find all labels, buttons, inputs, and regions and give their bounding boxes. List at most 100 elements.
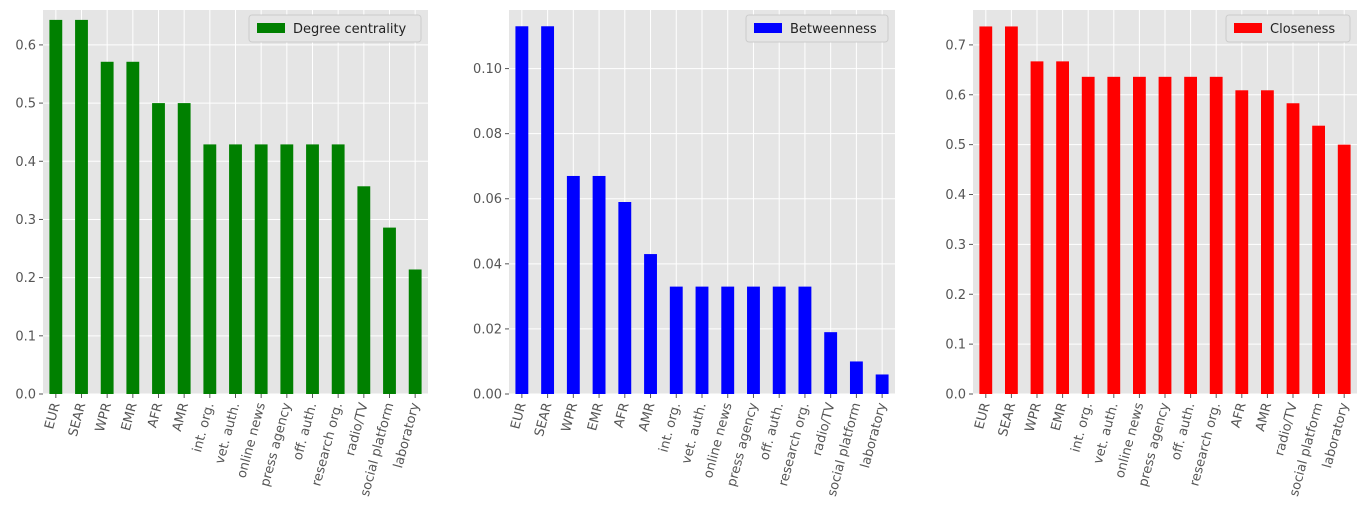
x-tick-label: laboratory [1320, 401, 1352, 470]
y-tick-label: 0.5 [945, 138, 966, 153]
bar [1056, 61, 1069, 394]
y-tick-label: 0.6 [945, 88, 966, 103]
x-tick-label: vet. auth. [1091, 401, 1122, 465]
x-tick-label: SEAR [66, 401, 89, 438]
y-tick-label: 0.1 [945, 338, 966, 353]
bar [515, 26, 529, 395]
bar [254, 144, 268, 394]
bar [1337, 144, 1351, 394]
y-tick-label: 0.02 [473, 322, 502, 337]
x-tick-label: EMR [585, 401, 607, 432]
bar [177, 103, 191, 394]
bar [280, 144, 294, 394]
x-tick-label: EUR [508, 401, 529, 431]
bar [100, 61, 114, 394]
legend-label: Degree centrality [293, 22, 407, 37]
bar [875, 374, 889, 394]
y-tick-label: 0.0 [945, 388, 966, 403]
bar [747, 286, 760, 394]
legend-box [248, 14, 422, 43]
bar [798, 286, 812, 394]
bar [772, 286, 786, 394]
x-tick-label: off. auth. [757, 401, 787, 462]
legend: Degree centrality [248, 14, 422, 43]
bar [592, 175, 606, 394]
bar [541, 26, 555, 395]
x-tick-label: radio/TV [1272, 401, 1301, 457]
bar [126, 61, 140, 394]
x-tick-label: AFR [612, 401, 633, 429]
y-tick-label: 0.4 [945, 188, 966, 203]
x-tick-label: AMR [1253, 401, 1275, 433]
x-tick-label: SEAR [532, 401, 555, 438]
bar [408, 269, 422, 394]
x-tick-label: WPR [1023, 401, 1045, 434]
x-tick-label: EUR [42, 401, 63, 431]
bar [669, 286, 683, 394]
bar [1107, 76, 1121, 394]
legend: Closeness [1225, 14, 1351, 43]
legend-swatch [754, 23, 782, 33]
legend-label: Closeness [1270, 22, 1335, 37]
x-tick-label: off. auth. [1169, 401, 1199, 462]
y-tick-label: 0.5 [15, 97, 36, 112]
legend-label: Betweenness [790, 22, 877, 37]
x-tick-label: vet. auth. [213, 401, 244, 465]
x-tick-label: AFR [145, 401, 166, 429]
bar [1158, 76, 1172, 394]
chart-panel-1: 0.0 0.1 0.2 0.3 0.4 0.5 0.6 EUR SEAR WPR EMR AFR AMR… [15, 10, 428, 498]
bar [1184, 76, 1197, 394]
bar [1312, 125, 1325, 394]
bar [49, 19, 63, 395]
x-tick-label: vet. auth. [679, 401, 710, 465]
bar [1081, 76, 1095, 394]
bar [979, 26, 993, 394]
y-tick-label: 0.2 [15, 271, 36, 286]
x-tick-label: AMR [636, 401, 658, 433]
chart-panel-2: 0.00 0.02 0.04 0.06 0.08 0.10 EUR SEAR WPR EMR AFR… [473, 10, 895, 498]
bar [383, 227, 396, 394]
bar [824, 332, 838, 394]
bar [721, 286, 735, 394]
y-tick-label: 0.08 [473, 127, 502, 142]
legend: Betweenness [745, 14, 889, 43]
bar [566, 175, 580, 394]
x-tick-label: EMR [1049, 401, 1071, 432]
legend-swatch [257, 23, 285, 33]
legend-box [1225, 14, 1351, 43]
x-tick-label: EMR [119, 401, 141, 432]
x-tick-label: laboratory [858, 401, 890, 470]
x-tick-label: int. org. [657, 401, 685, 454]
bar [1030, 61, 1044, 394]
bar [1286, 103, 1300, 394]
x-tick-label: AMR [170, 401, 192, 433]
bar [306, 144, 319, 394]
x-tick-label: off. auth. [291, 401, 321, 462]
y-tick-label: 0.3 [15, 213, 36, 228]
y-tick-label: 0.04 [473, 257, 502, 272]
bar [203, 144, 217, 394]
x-tick-label: SEAR [996, 401, 1019, 438]
bar [1133, 76, 1146, 394]
x-tick-label: WPR [93, 401, 115, 434]
bar [152, 103, 165, 394]
bar [357, 186, 371, 394]
y-tick-label: 0.06 [473, 192, 502, 207]
y-tick-label: 0.10 [473, 62, 502, 77]
bar [331, 144, 345, 394]
bar [1261, 90, 1274, 395]
chart-panel-3: 0.0 0.1 0.2 0.3 0.4 0.5 0.6 0.7 EUR SEAR WPR EMRint… [945, 10, 1357, 498]
bar [1005, 26, 1018, 394]
x-tick-label: WPR [559, 401, 581, 434]
x-tick-label: laboratory [391, 401, 423, 470]
y-tick-label: 0.00 [473, 388, 502, 403]
bar [695, 286, 709, 394]
x-tick-label: radio/TV [810, 401, 839, 457]
x-tick-label: int. org. [190, 401, 218, 454]
bar [618, 202, 632, 394]
bar [644, 254, 657, 394]
bar [229, 144, 242, 394]
legend-swatch [1234, 23, 1262, 33]
bar [75, 19, 88, 395]
